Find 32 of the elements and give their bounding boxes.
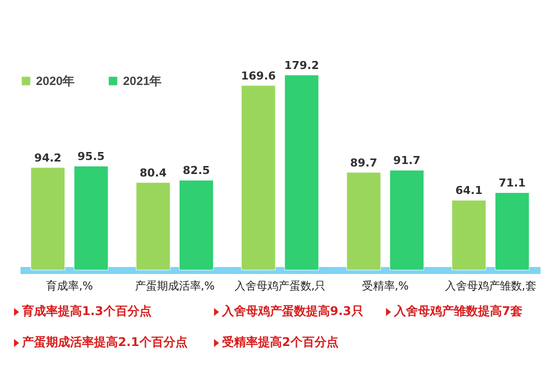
- bar: [30, 167, 66, 270]
- x-tick-label: 育成率,%: [46, 280, 93, 292]
- legend-label: 2021年: [123, 74, 162, 88]
- x-tick-label: 入舍母鸡产雏数,套: [444, 280, 536, 292]
- bar: [346, 172, 381, 270]
- text: 入舍母鸡产蛋数提高9.3只: [222, 303, 364, 320]
- data-label: 80.4: [140, 166, 168, 180]
- bar: [284, 74, 319, 270]
- bar: [494, 192, 530, 270]
- data-label: 89.7: [350, 156, 378, 170]
- text: 入舍母鸡产雏数提高7套: [394, 303, 522, 320]
- data-label: 64.1: [455, 184, 482, 198]
- bar: [390, 170, 424, 270]
- data-label: 91.7: [393, 154, 420, 168]
- text: 产蛋期成活率提高2.1个百分点: [22, 334, 188, 351]
- data-label: 71.1: [498, 176, 526, 190]
- x-tick-label: 受精率,%: [362, 280, 409, 292]
- data-label: 169.6: [240, 69, 276, 82]
- x-tick-label: 入舍母鸡产蛋数,只: [234, 280, 326, 292]
- text: 受精率提高2个百分点: [222, 334, 338, 351]
- legend-label: 2020年: [36, 74, 75, 88]
- data-label: 82.5: [182, 164, 210, 178]
- bar: [136, 182, 170, 270]
- bar: [452, 200, 486, 270]
- bar: [74, 166, 108, 270]
- x-tick-label: 产蛋期成活率,%: [134, 280, 215, 292]
- data-label: 95.5: [78, 150, 105, 164]
- bar: [179, 180, 214, 270]
- text: 育成率提高1.3个百分点: [22, 303, 152, 320]
- data-label: 94.2: [34, 151, 62, 164]
- data-label: 179.2: [284, 59, 320, 72]
- bar: [241, 85, 276, 270]
